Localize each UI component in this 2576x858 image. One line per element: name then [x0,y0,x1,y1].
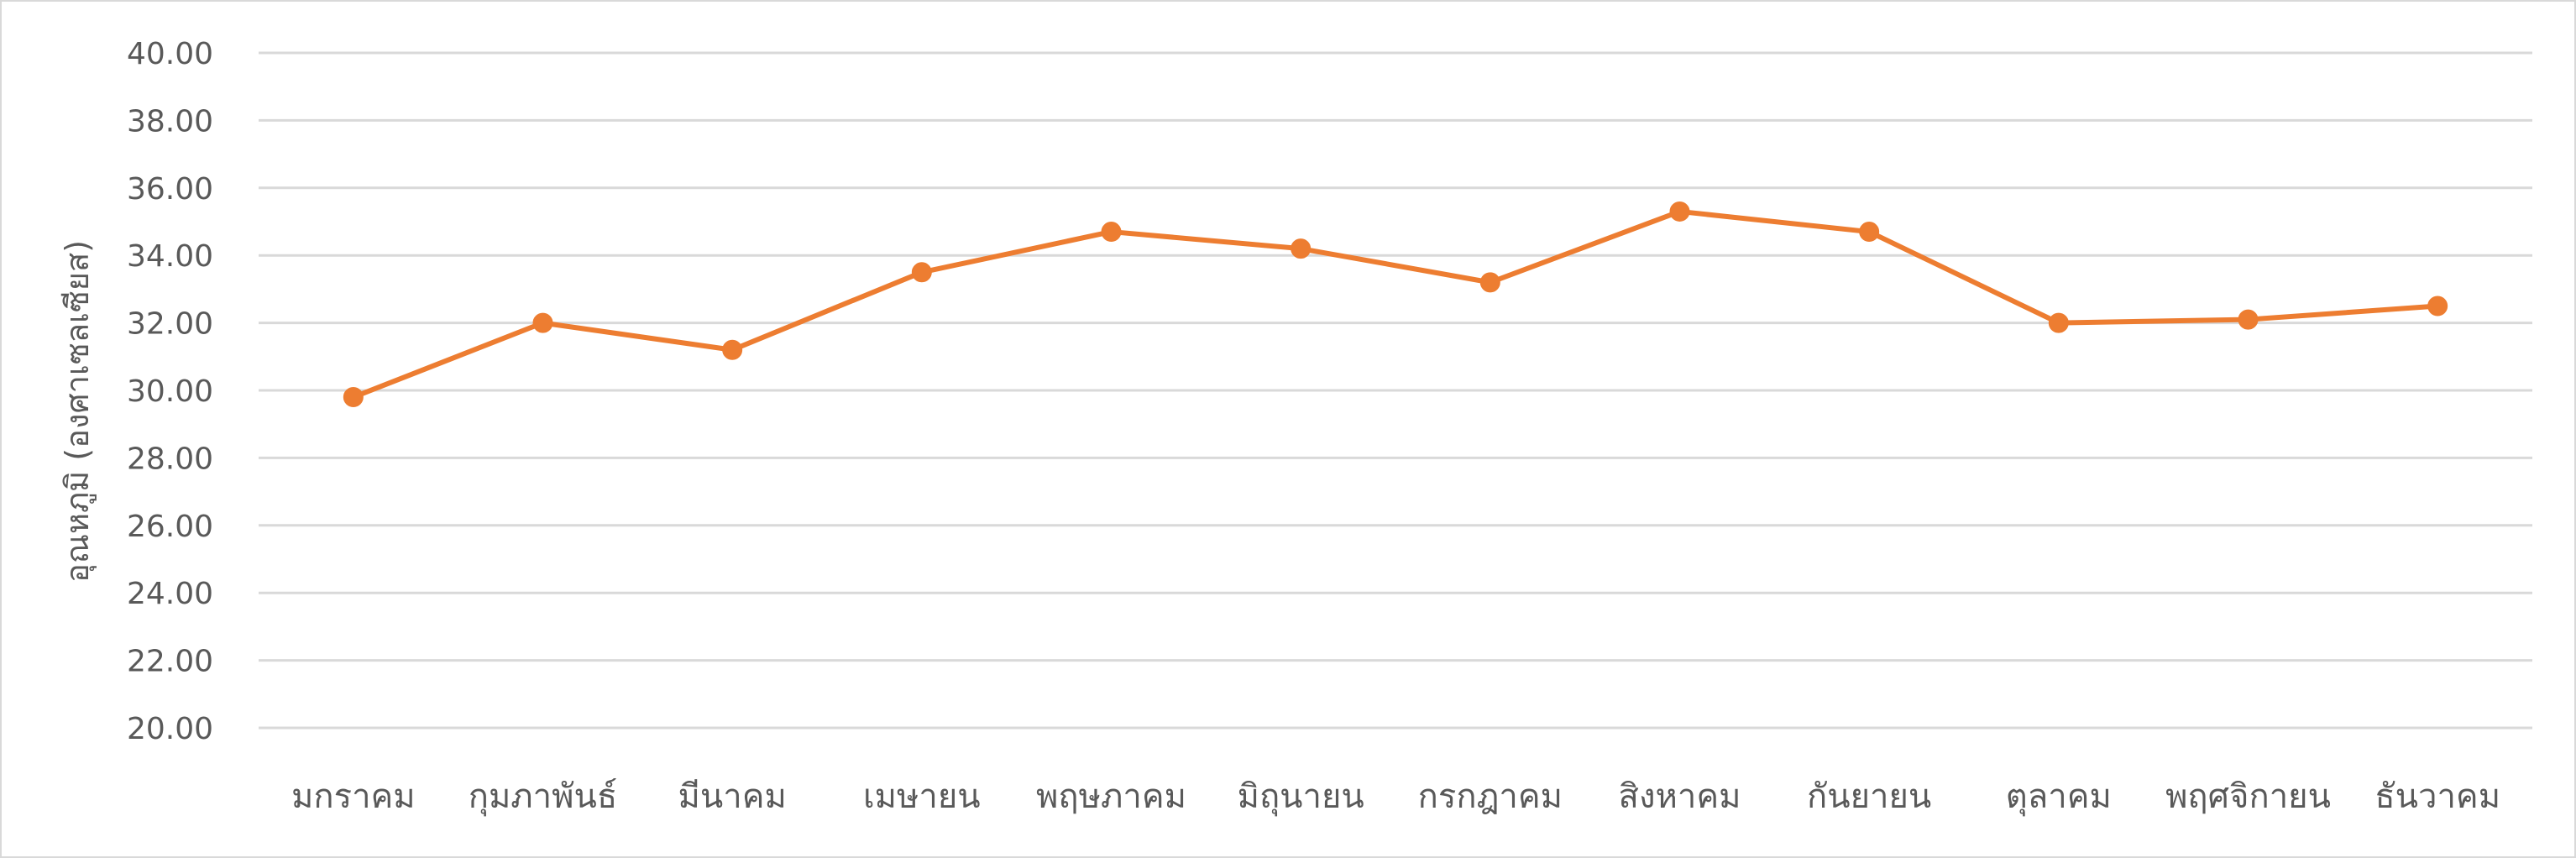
data-point [2238,309,2259,330]
data-point [1479,272,1500,293]
x-category-label: พฤศจิกายน [2165,777,2331,816]
y-tick-label: 22.00 [127,645,213,679]
data-point [722,339,743,360]
data-point [1859,222,1880,243]
data-point [2427,296,2448,317]
x-category-label: กุมภาพันธ์ [469,777,618,817]
y-tick-label: 20.00 [127,712,213,746]
y-tick-label: 36.00 [127,172,213,207]
y-tick-label: 34.00 [127,239,213,274]
y-tick-label: 24.00 [127,577,213,611]
x-category-label: เมษายน [863,777,981,816]
data-point [911,262,932,283]
x-category-label: สิงหาคม [1619,777,1741,816]
gridlines [259,51,2532,730]
data-point [532,312,553,333]
y-tick-label: 30.00 [127,374,213,409]
y-tick-label: 32.00 [127,307,213,342]
data-point [2048,312,2069,333]
x-category-label: ตุลาคม [2006,777,2112,817]
data-point [1101,222,1122,243]
x-category-label: ธันวาคม [2374,777,2500,816]
y-axis-title: อุณหภูมิ (องศาเซลเซียส) [59,240,97,583]
x-category-label: กันยายน [1807,777,1931,816]
series-temperature [343,201,2448,408]
y-axis-ticks: 20.00 22.00 24.00 26.00 28.00 30.00 32.00 34.00… [127,37,213,746]
x-category-label: มีนาคม [678,777,787,816]
x-category-label: กรกฎาคม [1418,777,1563,816]
y-tick-label: 40.00 [127,37,213,71]
y-tick-label: 28.00 [127,442,213,476]
data-point [343,387,364,408]
x-category-label: มิถุนายน [1238,777,1364,817]
x-category-label: พฤษภาคม [1036,777,1186,816]
series-line [350,208,2441,400]
y-tick-label: 38.00 [127,104,213,139]
y-tick-label: 26.00 [127,510,213,544]
data-point [1669,201,1690,222]
data-point [1291,238,1312,259]
x-axis-categories: มกราคม กุมภาพันธ์ มีนาคม เมษายน พฤษภาคม มิถุน… [291,777,2500,817]
x-category-label: มกราคม [291,777,416,816]
